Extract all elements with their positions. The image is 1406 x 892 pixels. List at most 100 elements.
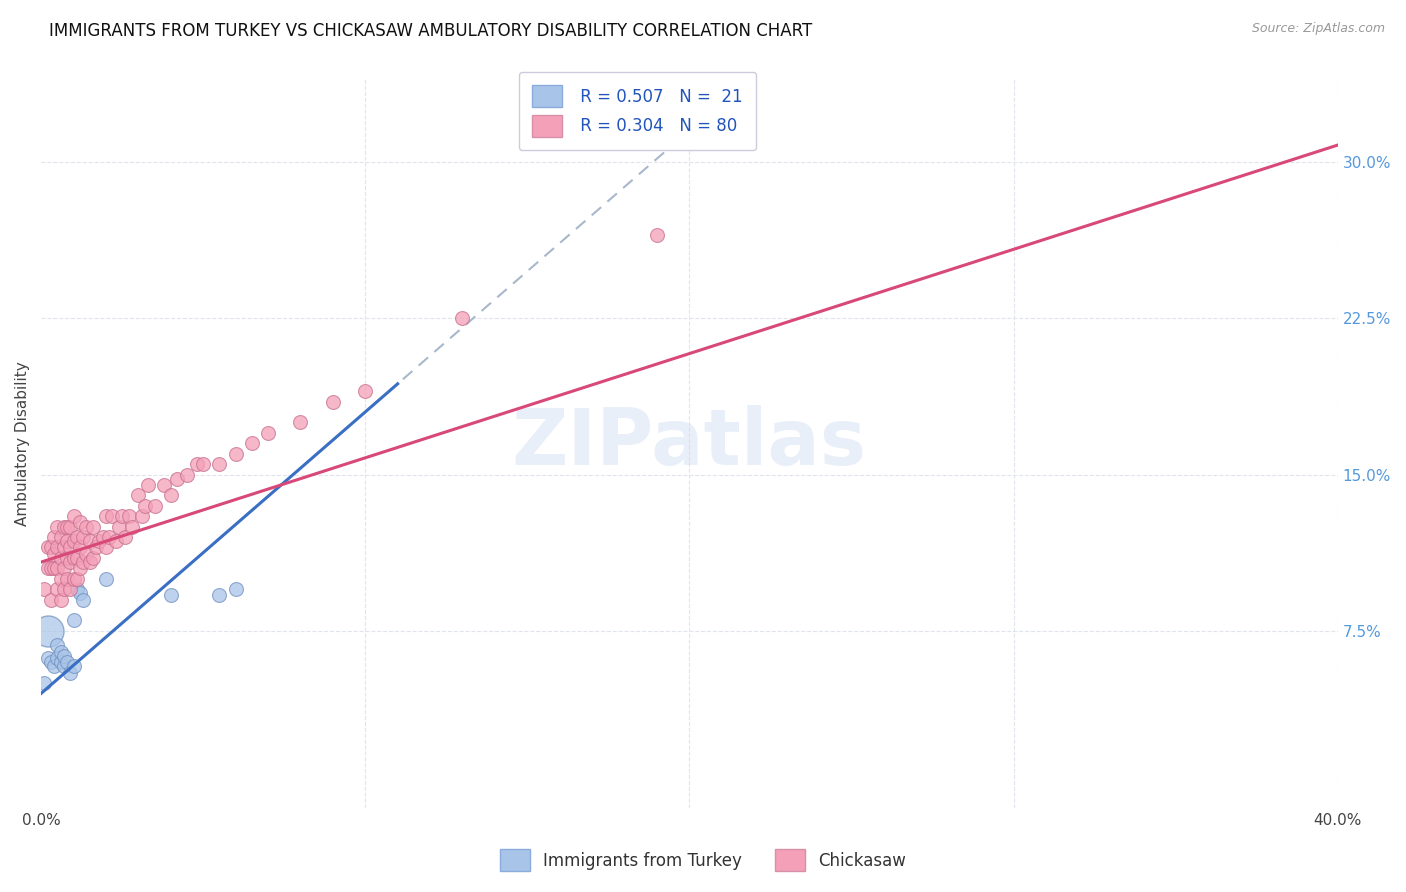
Point: [69, 561, 91, 575]
Point: [121, 519, 143, 533]
Point: [82, 519, 104, 533]
Point: [208, 457, 231, 471]
Text: ZIPatlas: ZIPatlas: [512, 405, 868, 481]
Point: [225, 582, 247, 597]
Point: [645, 227, 668, 242]
Point: [37, 541, 59, 555]
Point: [136, 478, 159, 492]
Point: [451, 311, 474, 326]
Point: [49, 592, 72, 607]
Point: [159, 589, 181, 603]
Point: [62, 659, 84, 673]
Point: [79, 534, 101, 549]
Point: [193, 457, 215, 471]
Point: [66, 582, 89, 597]
Point: [34, 582, 56, 597]
Point: [114, 530, 136, 544]
Point: [59, 555, 82, 569]
Point: [56, 572, 79, 586]
Point: [46, 639, 69, 653]
Point: [94, 572, 117, 586]
Point: [49, 572, 72, 586]
Point: [49, 550, 72, 565]
Text: Source: ZipAtlas.com: Source: ZipAtlas.com: [1251, 22, 1385, 36]
Point: [49, 530, 72, 544]
Point: [69, 516, 91, 530]
Point: [39, 655, 62, 669]
Point: [134, 499, 156, 513]
Legend:  R = 0.507   N =  21,  R = 0.304   N = 80: R = 0.507 N = 21, R = 0.304 N = 80: [519, 72, 756, 150]
Point: [62, 550, 84, 565]
Point: [62, 534, 84, 549]
Point: [49, 645, 72, 659]
Point: [59, 541, 82, 555]
Point: [62, 572, 84, 586]
Y-axis label: Ambulatory Disability: Ambulatory Disability: [15, 361, 30, 525]
Point: [176, 467, 198, 482]
Point: [62, 614, 84, 628]
Point: [66, 530, 89, 544]
Point: [46, 582, 69, 597]
Point: [76, 547, 98, 561]
Point: [66, 550, 89, 565]
Point: [52, 659, 75, 673]
Point: [208, 589, 231, 603]
Point: [46, 651, 69, 665]
Point: [186, 457, 208, 471]
Point: [52, 541, 75, 555]
Point: [46, 561, 69, 575]
Point: [143, 499, 166, 513]
Point: [89, 534, 111, 549]
Point: [37, 561, 59, 575]
Point: [159, 488, 181, 502]
Point: [69, 541, 91, 555]
Point: [153, 478, 176, 492]
Point: [52, 561, 75, 575]
Point: [42, 530, 65, 544]
Point: [354, 384, 377, 398]
Point: [69, 586, 91, 600]
Point: [82, 550, 104, 565]
Point: [79, 555, 101, 569]
Point: [108, 519, 131, 533]
Point: [46, 519, 69, 533]
Point: [56, 534, 79, 549]
Point: [94, 541, 117, 555]
Point: [131, 509, 153, 524]
Point: [111, 509, 134, 524]
Point: [72, 555, 94, 569]
Point: [98, 530, 121, 544]
Point: [37, 651, 59, 665]
Point: [34, 676, 56, 690]
Point: [225, 447, 247, 461]
Point: [42, 547, 65, 561]
Point: [39, 541, 62, 555]
Point: [56, 519, 79, 533]
Text: IMMIGRANTS FROM TURKEY VS CHICKASAW AMBULATORY DISABILITY CORRELATION CHART: IMMIGRANTS FROM TURKEY VS CHICKASAW AMBU…: [49, 22, 813, 40]
Point: [59, 519, 82, 533]
Legend: Immigrants from Turkey, Chickasaw: Immigrants from Turkey, Chickasaw: [491, 841, 915, 880]
Point: [42, 561, 65, 575]
Point: [91, 530, 114, 544]
Point: [56, 655, 79, 669]
Point: [66, 572, 89, 586]
Point: [52, 519, 75, 533]
Point: [46, 541, 69, 555]
Point: [52, 582, 75, 597]
Point: [62, 509, 84, 524]
Point: [104, 534, 127, 549]
Point: [117, 509, 139, 524]
Point: [39, 561, 62, 575]
Point: [42, 659, 65, 673]
Point: [290, 416, 312, 430]
Point: [240, 436, 263, 450]
Point: [322, 394, 344, 409]
Point: [72, 530, 94, 544]
Point: [39, 592, 62, 607]
Point: [37, 624, 59, 638]
Point: [257, 425, 280, 440]
Point: [84, 541, 107, 555]
Point: [59, 582, 82, 597]
Point: [52, 648, 75, 663]
Point: [101, 509, 124, 524]
